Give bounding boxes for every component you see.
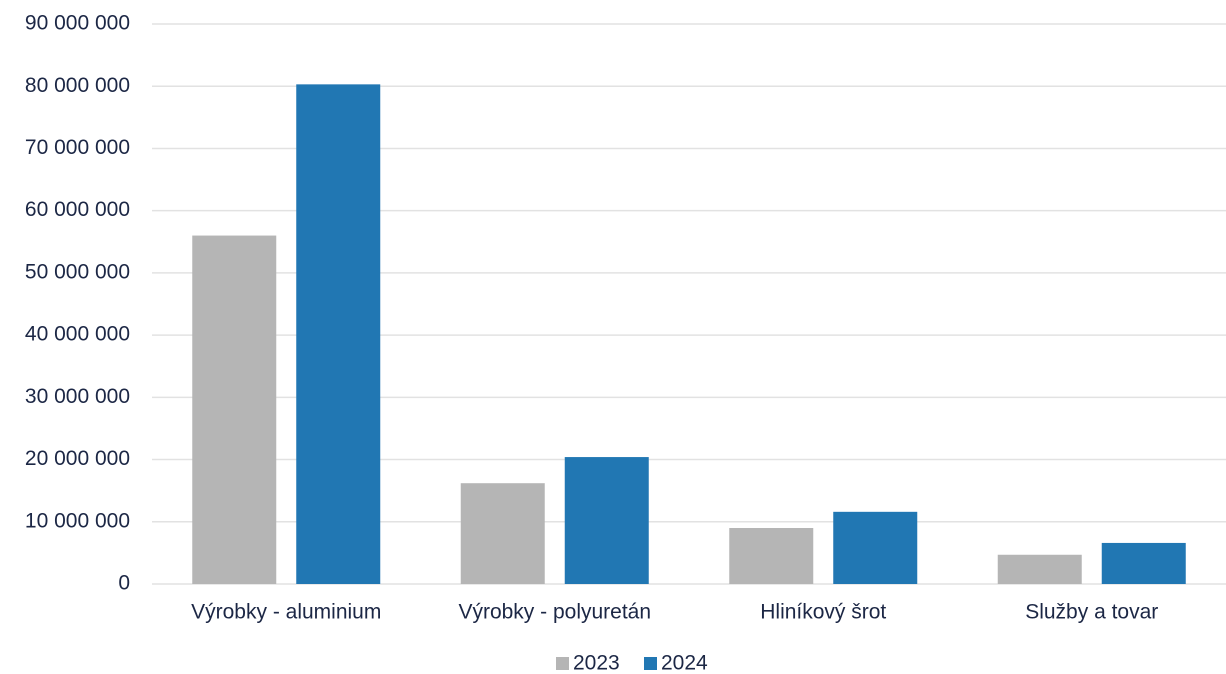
bar — [460, 483, 545, 584]
x-tick-label: Hliníkový šrot — [760, 601, 886, 624]
bar — [833, 511, 918, 584]
y-tick-label: 60 000 000 — [25, 198, 130, 221]
y-tick-label: 90 000 000 — [25, 12, 130, 35]
y-tick-label: 10 000 000 — [25, 509, 130, 532]
bar — [997, 554, 1082, 584]
y-tick-label: 80 000 000 — [25, 74, 130, 97]
y-tick-label: 0 — [118, 572, 130, 595]
y-tick-label: 30 000 000 — [25, 385, 130, 408]
y-tick-label: 70 000 000 — [25, 136, 130, 159]
legend-swatch — [644, 657, 657, 670]
legend-label: 2024 — [661, 652, 708, 674]
bar — [296, 84, 381, 584]
y-tick-label: 40 000 000 — [25, 323, 130, 346]
x-tick-label: Služby a tovar — [1025, 601, 1158, 624]
legend-swatch — [556, 657, 569, 670]
y-tick-label: 50 000 000 — [25, 260, 130, 283]
bar — [564, 457, 649, 584]
x-tick-label: Výrobky - polyuretán — [458, 601, 651, 624]
y-tick-label: 20 000 000 — [25, 447, 130, 470]
bar — [729, 528, 814, 584]
bar — [192, 235, 277, 585]
x-tick-label: Výrobky - aluminium — [191, 601, 381, 624]
legend-label: 2023 — [573, 652, 620, 674]
bar — [1101, 542, 1186, 584]
